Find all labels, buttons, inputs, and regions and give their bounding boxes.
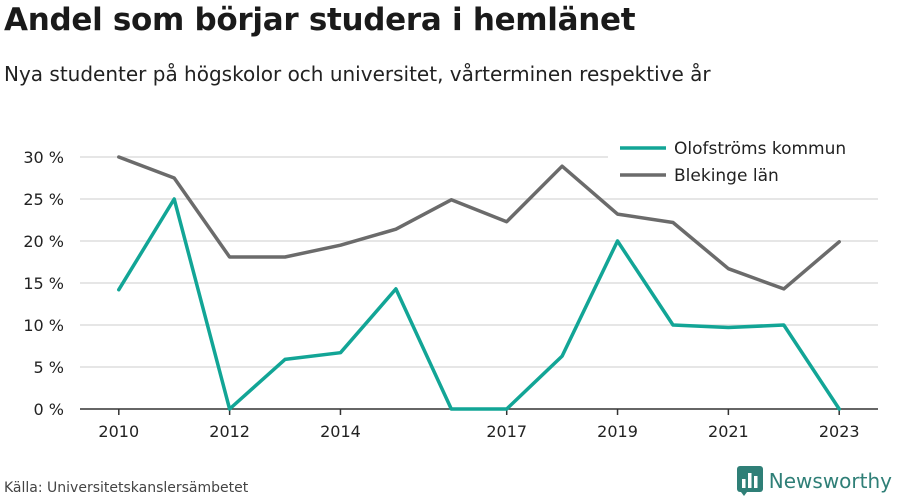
legend-background bbox=[608, 134, 878, 194]
legend: Olofströms kommun Blekinge län bbox=[608, 134, 878, 194]
legend-label-blekinge: Blekinge län bbox=[674, 166, 779, 186]
source-note: Källa: Universitetskanslersämbetet bbox=[4, 480, 249, 496]
y-tick-label: 10 % bbox=[23, 316, 64, 335]
x-tick-label: 2019 bbox=[597, 422, 638, 441]
x-tick-label: 2012 bbox=[209, 422, 250, 441]
y-tick-label: 15 % bbox=[23, 274, 64, 293]
y-axis-tick-labels: 0 % 5 % 10 % 15 % 20 % 25 % 30 % bbox=[23, 148, 64, 419]
series-line-olofstrom bbox=[117, 197, 841, 411]
brand-name: Newsworthy bbox=[768, 469, 892, 493]
x-tick-label: 2023 bbox=[819, 422, 860, 441]
y-tick-label: 0 % bbox=[34, 400, 64, 419]
x-tick-label: 2014 bbox=[320, 422, 361, 441]
bar-chart-logo-icon bbox=[736, 466, 763, 496]
y-tick-label: 5 % bbox=[34, 358, 64, 377]
series-lines bbox=[117, 155, 841, 411]
chart-title: Andel som börjar studera i hemlänet bbox=[4, 2, 636, 38]
y-tick-label: 25 % bbox=[23, 190, 64, 209]
y-tick-label: 20 % bbox=[23, 232, 64, 251]
chart-subtitle: Nya studenter på högskolor och universit… bbox=[4, 62, 711, 86]
y-tick-label: 30 % bbox=[23, 148, 64, 167]
x-axis: 2010 2012 2014 2017 2019 2021 2023 bbox=[80, 408, 878, 441]
x-tick-label: 2010 bbox=[98, 422, 139, 441]
x-tick-label: 2021 bbox=[708, 422, 749, 441]
x-tick-label: 2017 bbox=[486, 422, 527, 441]
brand-logo: Newsworthy bbox=[736, 466, 892, 496]
series-line-blekinge bbox=[117, 155, 841, 291]
legend-label-olofstrom: Olofströms kommun bbox=[674, 139, 846, 159]
